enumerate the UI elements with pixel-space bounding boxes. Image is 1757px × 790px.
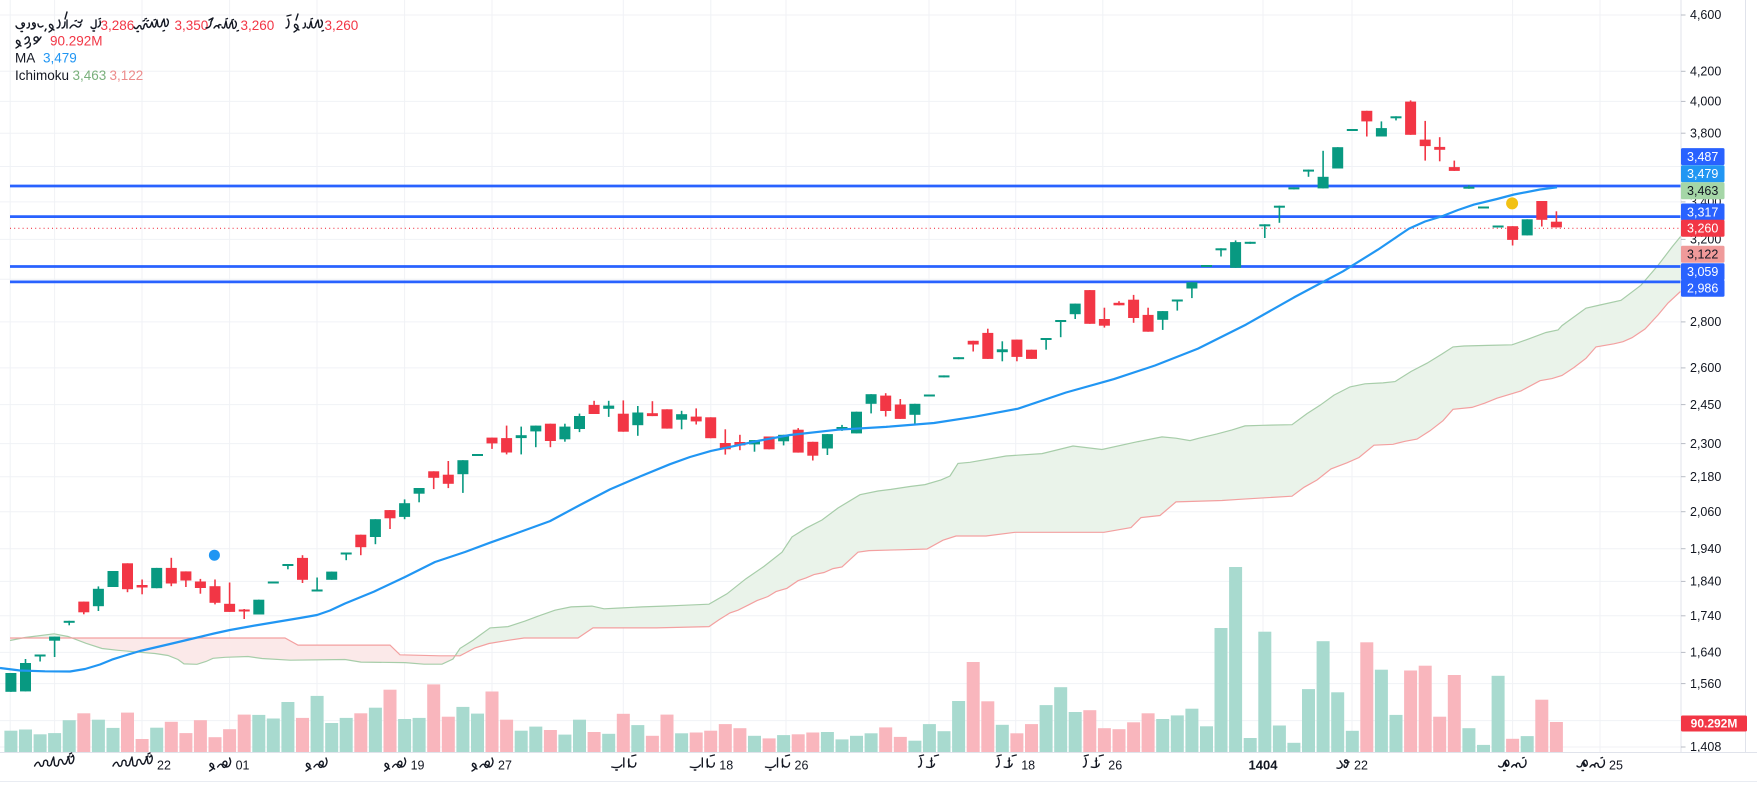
svg-text:2,600: 2,600 bbox=[1690, 361, 1721, 375]
svg-text:3,463: 3,463 bbox=[1687, 184, 1718, 198]
svg-text:1,740: 1,740 bbox=[1690, 609, 1721, 623]
svg-text:3,800: 3,800 bbox=[1690, 126, 1721, 140]
svg-text:3,479: 3,479 bbox=[43, 51, 77, 66]
svg-text:18: 18 bbox=[1021, 759, 1035, 773]
svg-text:01: 01 bbox=[236, 759, 250, 773]
svg-text:4,000: 4,000 bbox=[1690, 95, 1721, 109]
svg-text:22: 22 bbox=[1354, 759, 1368, 773]
svg-text:MA: MA bbox=[15, 51, 35, 66]
svg-text:3,122: 3,122 bbox=[110, 68, 144, 83]
svg-text:27: 27 bbox=[498, 759, 512, 773]
svg-text:3,487: 3,487 bbox=[1687, 150, 1718, 164]
svg-text:90.292M: 90.292M bbox=[1691, 717, 1738, 731]
svg-text:1,840: 1,840 bbox=[1690, 575, 1721, 589]
svg-text:3,260: 3,260 bbox=[241, 18, 275, 33]
svg-text:Ichimoku: Ichimoku bbox=[15, 68, 69, 83]
svg-text:2,450: 2,450 bbox=[1690, 398, 1721, 412]
svg-text:3,479: 3,479 bbox=[1687, 167, 1718, 181]
svg-text:3,350: 3,350 bbox=[175, 18, 209, 33]
svg-text:1404: 1404 bbox=[1249, 758, 1279, 773]
svg-text:3,260: 3,260 bbox=[325, 18, 359, 33]
svg-text:1,940: 1,940 bbox=[1690, 542, 1721, 556]
svg-text:26: 26 bbox=[795, 759, 809, 773]
svg-text:18: 18 bbox=[719, 759, 733, 773]
svg-text:2,180: 2,180 bbox=[1690, 470, 1721, 484]
svg-text:3,122: 3,122 bbox=[1687, 248, 1718, 262]
svg-text:25: 25 bbox=[1609, 759, 1623, 773]
svg-text:3,463: 3,463 bbox=[73, 68, 107, 83]
svg-text:3,317: 3,317 bbox=[1687, 205, 1718, 219]
svg-text:1,640: 1,640 bbox=[1690, 646, 1721, 660]
svg-text:2,060: 2,060 bbox=[1690, 505, 1721, 519]
svg-text:22: 22 bbox=[157, 759, 171, 773]
svg-text:3,059: 3,059 bbox=[1687, 265, 1718, 279]
svg-text:26: 26 bbox=[1108, 759, 1122, 773]
svg-text:4,200: 4,200 bbox=[1690, 65, 1721, 79]
svg-text:3,286: 3,286 bbox=[101, 18, 135, 33]
svg-text:90.292M: 90.292M bbox=[50, 34, 103, 49]
svg-text:2,986: 2,986 bbox=[1687, 282, 1718, 296]
svg-text:2,300: 2,300 bbox=[1690, 437, 1721, 451]
svg-text:3,260: 3,260 bbox=[1687, 222, 1718, 236]
svg-text:2,800: 2,800 bbox=[1690, 315, 1721, 329]
svg-text:19: 19 bbox=[411, 759, 425, 773]
svg-text:4,600: 4,600 bbox=[1690, 8, 1721, 22]
svg-text:1,560: 1,560 bbox=[1690, 677, 1721, 691]
svg-text:1,408: 1,408 bbox=[1690, 740, 1721, 754]
